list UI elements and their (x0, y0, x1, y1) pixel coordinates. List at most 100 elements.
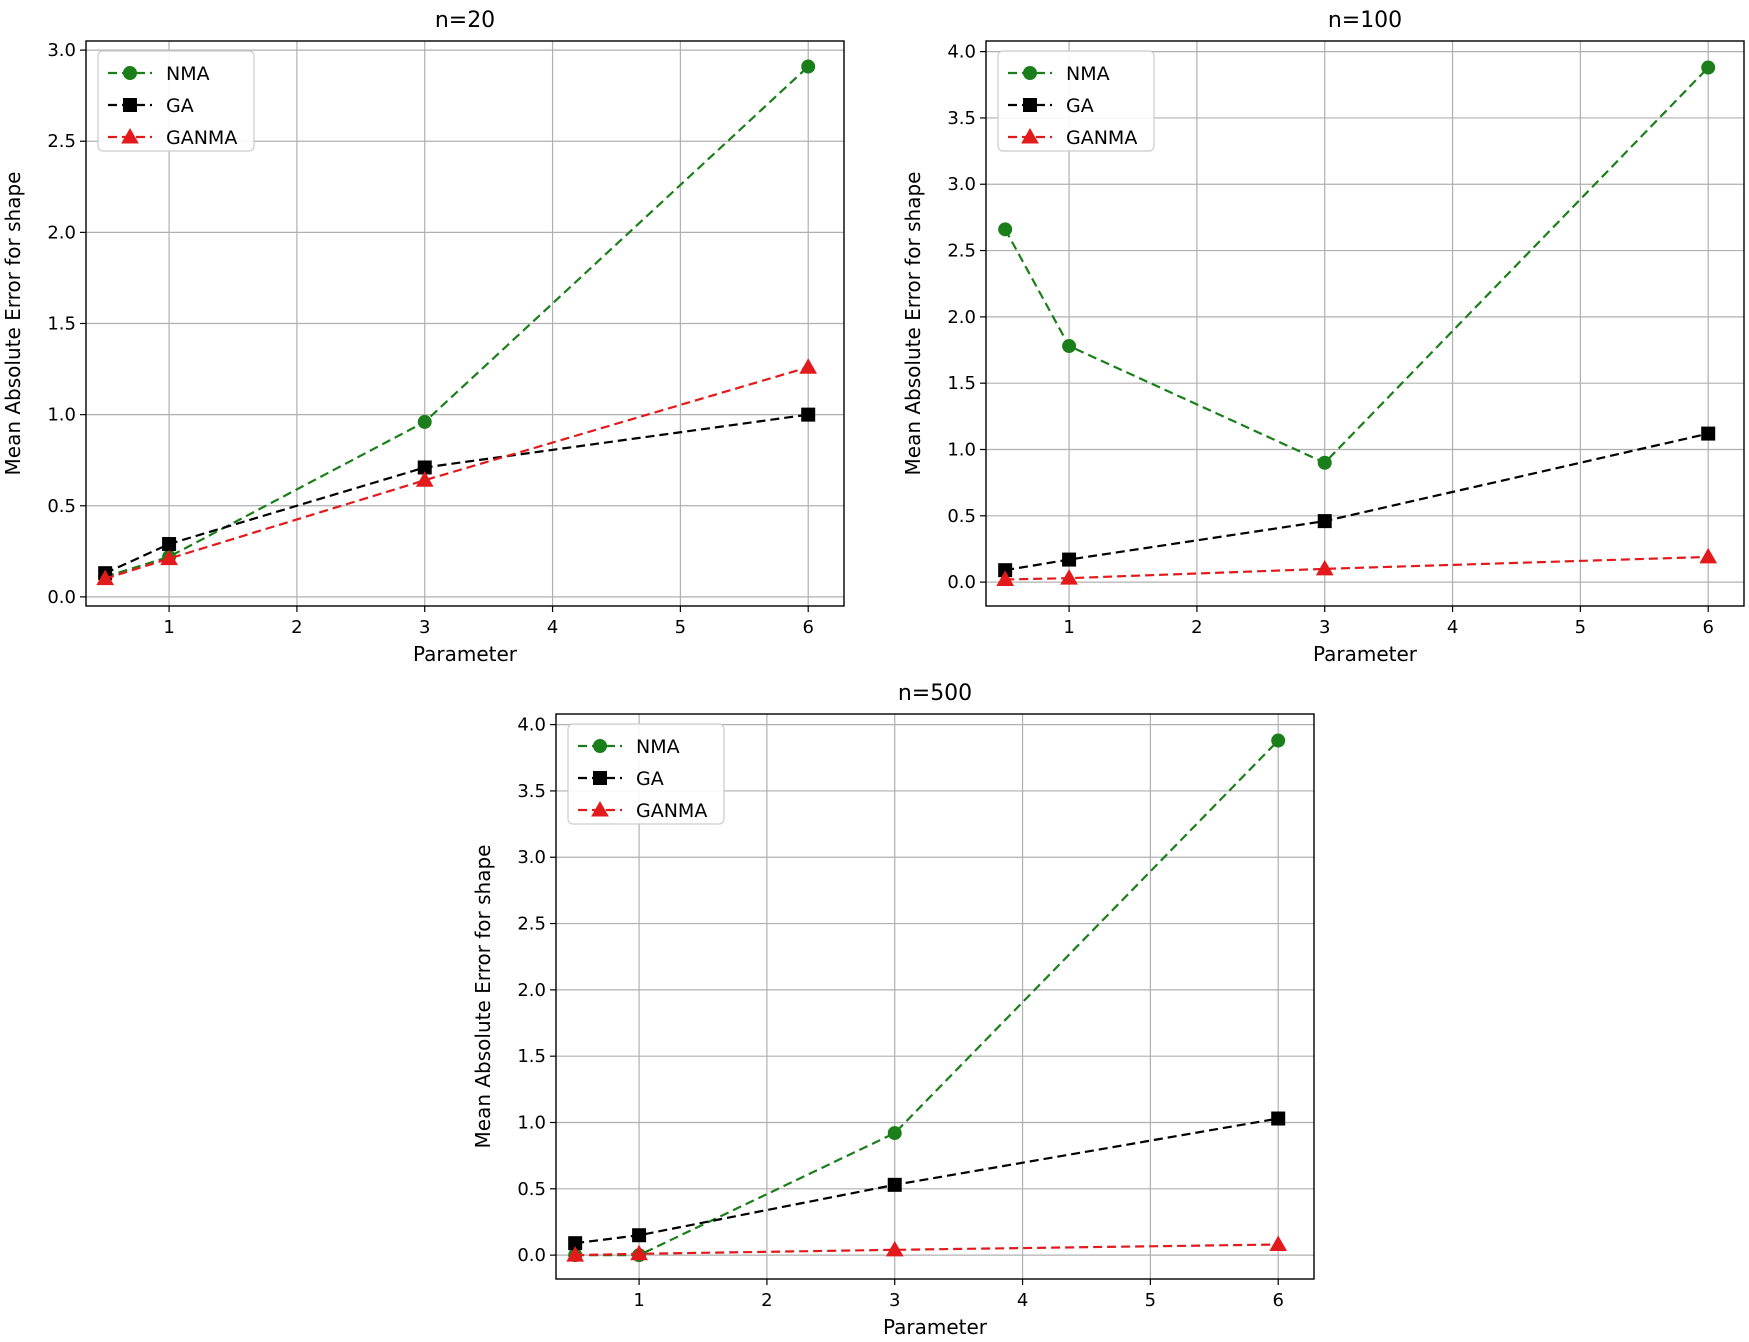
data-point-ganma (96, 569, 115, 586)
data-point-nma (417, 414, 432, 429)
data-point-nma (887, 1126, 902, 1141)
legend-label: NMA (166, 63, 210, 85)
series-line-ga (575, 1117, 1279, 1245)
y-tick-label: 1.5 (517, 1046, 546, 1067)
y-axis-label: Mean Absolute Error for shape (471, 845, 495, 1149)
y-tick-label: 3.0 (47, 40, 76, 61)
series-line-nma (1004, 66, 1709, 465)
data-point-ga (1701, 426, 1716, 441)
legend-label: NMA (1066, 63, 1110, 85)
series-ga (998, 426, 1716, 578)
data-point-nma (801, 59, 816, 74)
y-tick-label: 3.5 (947, 108, 976, 129)
y-tick-label: 2.5 (947, 241, 976, 262)
y-axis-label: Mean Absolute Error for shape (1, 172, 25, 476)
x-axis-label: Parameter (413, 642, 518, 666)
chart-title: n=500 (898, 681, 972, 706)
data-point-nma (1317, 455, 1332, 470)
legend-label: GA (166, 95, 194, 117)
x-tick-label: 1 (1063, 617, 1074, 638)
y-tick-label: 0.0 (947, 572, 976, 593)
data-point-ga (1062, 552, 1077, 567)
y-tick-label: 0.5 (517, 1179, 546, 1200)
data-point-ga (1317, 514, 1332, 529)
y-tick-label: 0.0 (47, 587, 76, 608)
data-point-ganma (885, 1240, 904, 1257)
x-tick-label: 1 (633, 1290, 644, 1311)
data-point-ganma (1060, 569, 1078, 585)
y-tick-label: 1.0 (517, 1112, 546, 1133)
y-tick-label: 2.0 (517, 980, 546, 1001)
x-tick-label: 3 (889, 1290, 900, 1311)
y-tick-label: 1.0 (947, 439, 976, 460)
chart-panel-2: n=100 1 2 3 4 5 6 0.0 0.5 1.0 1.5 2.0 2.5 3.0 3.5 4.0 Pa… (901, 8, 1745, 666)
series-line-ga (1004, 432, 1709, 572)
x-tick-label: 6 (1272, 1290, 1283, 1311)
data-point-ganma (415, 471, 434, 487)
x-tick-label: 5 (675, 617, 686, 638)
y-tick-label: 2.5 (47, 131, 76, 152)
data-point-ganma (799, 358, 818, 374)
legend: NMA GA GANMA (97, 50, 255, 152)
x-tick-label: 1 (163, 617, 174, 638)
y-tick-label: 1.5 (47, 314, 76, 335)
data-point-ga (801, 407, 816, 422)
plot-frame (985, 40, 1745, 607)
legend-marker (123, 98, 137, 112)
data-point-ga (632, 1228, 647, 1243)
x-axis-label: Parameter (1313, 642, 1418, 666)
series-ga (568, 1111, 1286, 1251)
legend-label: GA (636, 768, 664, 790)
series-ganma (96, 358, 818, 586)
data-point-ga (162, 537, 177, 552)
data-point-ga (1271, 1111, 1286, 1126)
x-tick-label: 5 (1145, 1290, 1156, 1311)
legend-marker (1023, 98, 1037, 112)
legend-label: GANMA (636, 800, 707, 822)
data-point-ganma (996, 570, 1015, 586)
legend-marker (593, 739, 607, 753)
data-point-ganma (1269, 1235, 1288, 1252)
legend-marker (591, 800, 609, 817)
y-tick-label: 0.5 (47, 496, 76, 517)
legend-box (97, 50, 255, 152)
y-axis-label: Mean Absolute Error for shape (901, 172, 925, 476)
data-point-nma (1271, 733, 1286, 748)
x-tick-label: 4 (1447, 617, 1458, 638)
series-ganma (566, 1235, 1288, 1262)
chart-panel-3: n=500 1 2 3 4 5 6 0.0 0.5 1.0 1.5 2.0 2.5 3.0 3.5 4.0 Pa… (471, 681, 1315, 1339)
data-point-ganma (160, 549, 178, 566)
y-tick-label: 2.5 (517, 914, 546, 935)
legend-marker (1023, 66, 1037, 80)
series-ga (98, 407, 816, 581)
legend-box (567, 723, 725, 825)
series-line-ga (104, 413, 809, 575)
legend-label: GANMA (166, 127, 237, 149)
series-nma (998, 60, 1716, 470)
y-tick-label: 0.5 (947, 506, 976, 527)
x-tick-label: 3 (419, 617, 430, 638)
x-tick-label: 2 (761, 1290, 772, 1311)
series-line-nma (104, 65, 809, 578)
legend-marker (1021, 127, 1039, 144)
data-point-nma (998, 222, 1013, 237)
y-tick-label: 4.0 (517, 715, 546, 736)
data-point-ganma (630, 1244, 648, 1261)
y-tick-label: 3.0 (947, 174, 976, 195)
data-point-ga (887, 1177, 902, 1192)
y-tick-label: 2.0 (47, 222, 76, 243)
x-tick-label: 6 (1702, 617, 1713, 638)
y-tick-label: 2.0 (947, 307, 976, 328)
legend-label: GANMA (1066, 127, 1137, 149)
y-tick-label: 0.0 (517, 1245, 546, 1266)
y-tick-label: 3.0 (517, 847, 546, 868)
legend-label: NMA (636, 736, 680, 758)
legend-box (997, 50, 1155, 152)
x-tick-label: 4 (547, 617, 558, 638)
plot-frame (555, 713, 1315, 1280)
y-tick-label: 1.5 (947, 373, 976, 394)
y-tick-label: 3.5 (517, 781, 546, 802)
legend-marker (593, 771, 607, 785)
series-ganma (996, 547, 1718, 586)
